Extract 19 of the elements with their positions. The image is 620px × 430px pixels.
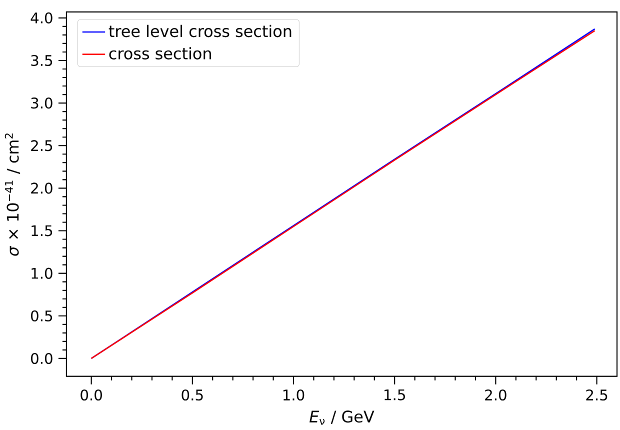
- y-tick-label: 0.0: [31, 353, 52, 364]
- x-tick-label: 1.5: [384, 390, 405, 401]
- y-tick-label: 3.5: [31, 55, 52, 66]
- x-tick-label: 0.5: [182, 390, 203, 401]
- y-tick-label: 1.5: [32, 226, 52, 236]
- y-tick-label: 2.5: [31, 140, 52, 152]
- y-axis-title: σ × 10$^{−41}$ / cm$^{2}$: [4, 134, 20, 256]
- y-tick-label: 3.0: [31, 98, 52, 109]
- y-tick-label: 4.0: [30, 12, 52, 24]
- y-tick-label: 0.5: [31, 310, 52, 322]
- x-tick-label: 2.0: [485, 390, 506, 401]
- legend-label: cross section: [109, 47, 211, 60]
- y-tick-label: 2.0: [31, 182, 52, 194]
- x-tick-label: 1.0: [283, 390, 304, 401]
- y-tick-label: 1.0: [32, 268, 52, 280]
- x-tick-label: 2.5: [586, 390, 608, 401]
- x-axis-title: E$_{ν}$ / GeV: [310, 410, 374, 425]
- x-tick-label: 0.0: [80, 390, 102, 401]
- legend-label: tree level cross section: [108, 25, 292, 38]
